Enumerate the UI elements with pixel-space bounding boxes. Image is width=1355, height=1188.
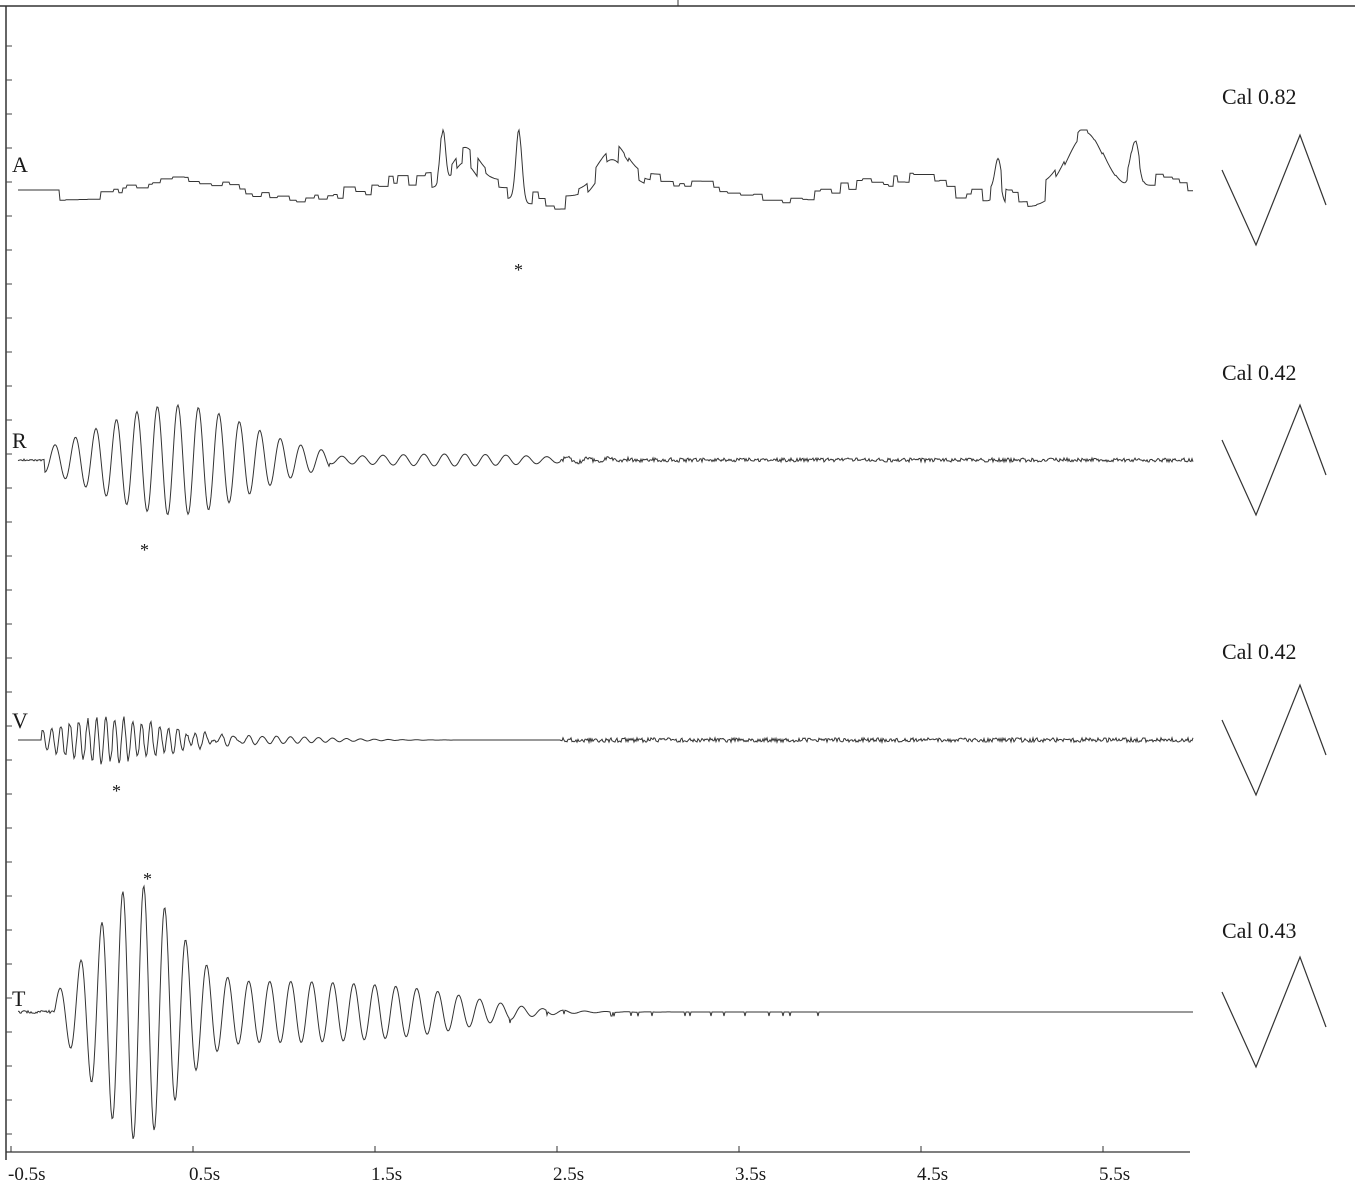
peak-marker-t: * [143,869,152,889]
cal-label-v: Cal 0.42 [1222,639,1297,664]
cal-label-r: Cal 0.42 [1222,360,1297,385]
peak-marker-r: * [140,540,149,560]
cal-label-t: Cal 0.43 [1222,918,1297,943]
channel-label-t: T [12,986,26,1011]
waveform-t [17,884,1193,1139]
channel-label-r: R [12,428,27,453]
channel-label-a: A [12,152,28,177]
waveform-v [18,716,1194,765]
channel-label-v: V [12,708,28,733]
x-tick-label: 3.5s [735,1164,766,1185]
x-tick-label: 1.5s [371,1164,402,1185]
x-tick-label: 2.5s [553,1164,584,1185]
x-tick-label: -0.5s [8,1164,45,1185]
trace-t: T * Cal 0.43 [12,869,1327,1139]
cal-label-a: Cal 0.82 [1222,84,1297,109]
trace-v: V * Cal 0.42 [12,639,1327,801]
cal-wave-v [1221,683,1327,797]
x-tick-label: 5.5s [1099,1164,1130,1185]
waveform-a [18,128,1193,210]
cal-wave-a [1221,133,1327,247]
cal-wave-r [1221,403,1327,517]
x-axis-ticks: -0.5s 0.5s 1.5s 2.5s 3.5s 4.5s 5.5s [8,1146,1130,1185]
peak-marker-v: * [112,781,121,801]
x-tick-label: 4.5s [917,1164,948,1185]
peak-marker-a: * [514,260,523,280]
cal-wave-t [1221,955,1327,1069]
left-axis-ticks [6,45,12,1135]
waveform-r [17,403,1194,516]
trace-r: R * Cal 0.42 [12,360,1327,560]
trace-a: A * Cal 0.82 [12,84,1327,280]
x-tick-label: 0.5s [189,1164,220,1185]
